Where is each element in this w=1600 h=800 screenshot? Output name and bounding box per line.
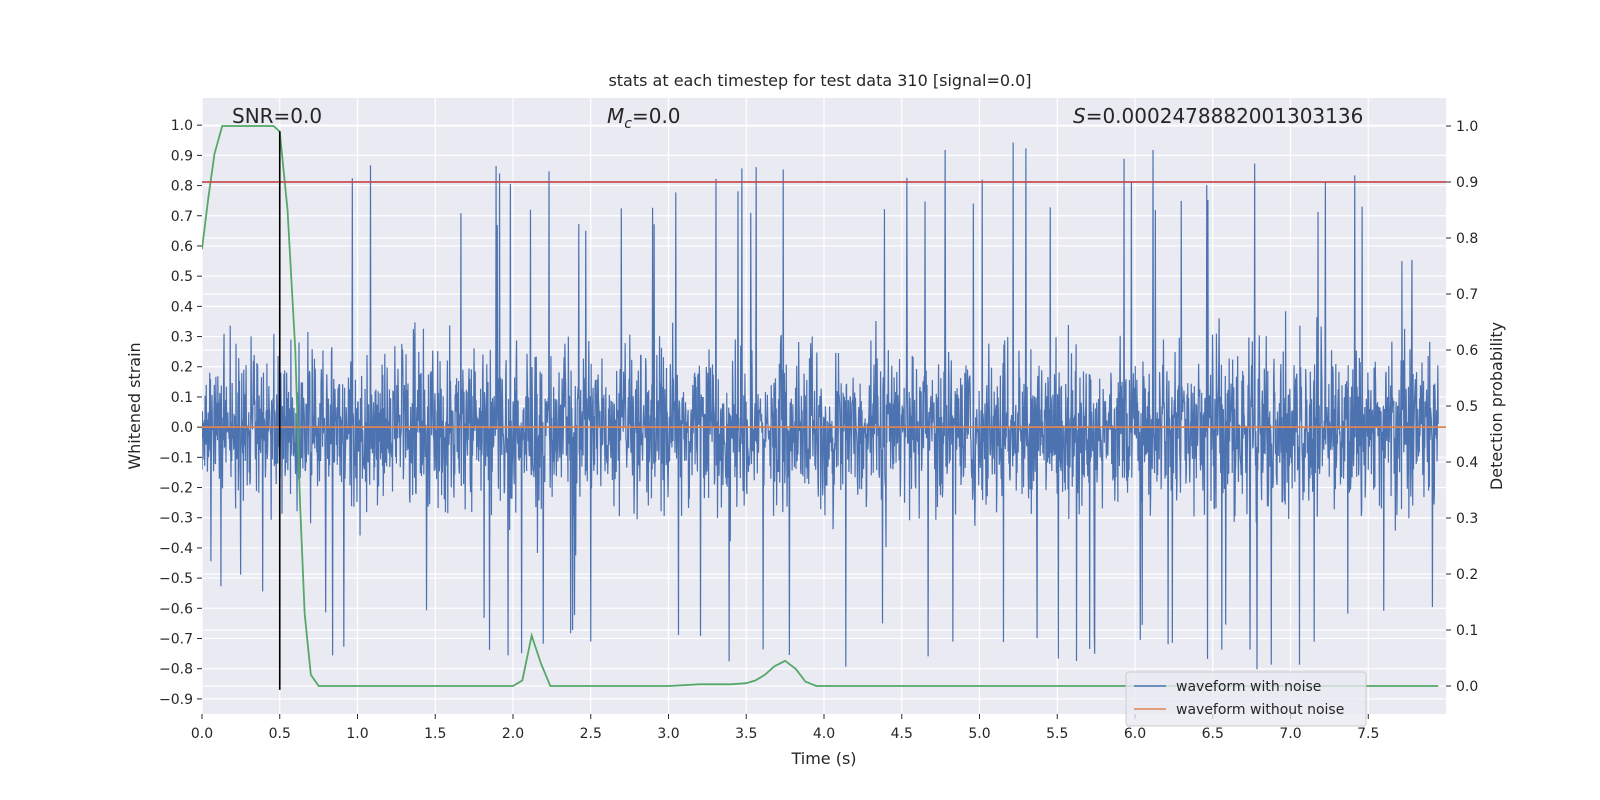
y-tick-label-1: −0.8 (159, 662, 193, 678)
chirp-mass-annotation: Mc=0.0 (607, 104, 681, 132)
x-axis-label: Time (s) (790, 749, 856, 768)
y2-tick-label-9: 0.9 (1456, 175, 1478, 191)
chart-title: stats at each timestep for test data 310… (608, 71, 1031, 90)
snr-annotation: SNR=0.0 (232, 104, 322, 128)
s-annotation: S=0.0002478882001303136 (1073, 104, 1363, 128)
y2-tick-label-6: 0.6 (1456, 343, 1478, 359)
x-tick-label-11: 5.5 (1046, 726, 1068, 742)
x-tick-label-7: 3.5 (735, 726, 757, 742)
y-tick-label-16: 0.7 (171, 209, 193, 225)
y-tick-label-19: 1.0 (171, 118, 193, 134)
x-tick-label-3: 1.5 (424, 726, 446, 742)
y-axis-label: Whitened strain (125, 342, 144, 469)
x-tick-label-10: 5.0 (968, 726, 990, 742)
y-tick-label-4: −0.5 (159, 571, 193, 587)
mc-value: =0.0 (632, 104, 681, 128)
y-tick-label-12: 0.3 (171, 330, 193, 346)
legend-label-clean: waveform without noise (1176, 702, 1344, 718)
series-lines (202, 125, 1446, 690)
y-tick-label-2: −0.7 (159, 632, 193, 648)
x-tick-label-0: 0.0 (191, 726, 213, 742)
y2-tick-label-3: 0.3 (1456, 511, 1478, 527)
y-tick-label-5: −0.4 (159, 541, 193, 557)
mc-symbol: M (607, 104, 624, 128)
legend: waveform with noise waveform without noi… (1125, 671, 1367, 727)
y-tick-label-18: 0.9 (171, 148, 193, 164)
y2-tick-label-5: 0.5 (1456, 399, 1478, 415)
x-tick-label-12: 6.0 (1124, 726, 1146, 742)
y2-tick-label-10: 1.0 (1456, 119, 1478, 135)
x-tick-label-9: 4.5 (891, 726, 913, 742)
y2-tick-label-8: 0.8 (1456, 231, 1478, 247)
waveform-with-noise-line (202, 142, 1439, 670)
y-tick-label-8: −0.1 (159, 450, 193, 466)
mc-subscript: c (624, 116, 632, 132)
y-tick-label-13: 0.4 (171, 299, 193, 315)
y2-tick-label-4: 0.4 (1456, 455, 1478, 471)
x-tick-label-4: 2.0 (502, 726, 524, 742)
axes: 0.0 0.5 1.0 1.5 2.0 2.5 3.0 3.5 4.0 4.5 5.0 5.5 6.0 6… (159, 118, 1478, 742)
x-tick-label-15: 7.5 (1357, 726, 1379, 742)
y-tick-label-9: 0.0 (171, 420, 193, 436)
y-tick-label-0: −0.9 (159, 692, 193, 708)
y-tick-label-11: 0.2 (171, 360, 193, 376)
x-tick-label-5: 2.5 (580, 726, 602, 742)
y-tick-label-3: −0.6 (159, 601, 193, 617)
y-tick-label-14: 0.5 (171, 269, 193, 285)
x-tick-label-6: 3.0 (657, 726, 679, 742)
noise-waveform (202, 142, 1439, 670)
x-tick-label-14: 7.0 (1279, 726, 1301, 742)
y2-tick-label-1: 0.1 (1456, 623, 1478, 639)
y2-tick-label-7: 0.7 (1456, 287, 1478, 303)
s-value: =0.0002478882001303136 (1086, 104, 1364, 128)
legend-box (1125, 671, 1367, 727)
x-tick-label-8: 4.0 (813, 726, 835, 742)
x-tick-label-2: 1.0 (346, 726, 368, 742)
y-tick-label-6: −0.3 (159, 511, 193, 527)
y2-axis-label: Detection probability (1487, 322, 1506, 490)
legend-label-noise: waveform with noise (1176, 679, 1321, 695)
y2-tick-label-2: 0.2 (1456, 567, 1478, 583)
y-tick-label-15: 0.6 (171, 239, 193, 255)
detection-probability-line (202, 125, 1439, 687)
x-tick-label-1: 0.5 (269, 726, 291, 742)
y-tick-label-7: −0.2 (159, 481, 193, 497)
y-tick-label-17: 0.8 (171, 179, 193, 195)
x-tick-label-13: 6.5 (1202, 726, 1224, 742)
y2-tick-label-0: 0.0 (1456, 679, 1478, 695)
y-tick-label-10: 0.1 (171, 390, 193, 406)
s-symbol: S (1073, 104, 1086, 128)
